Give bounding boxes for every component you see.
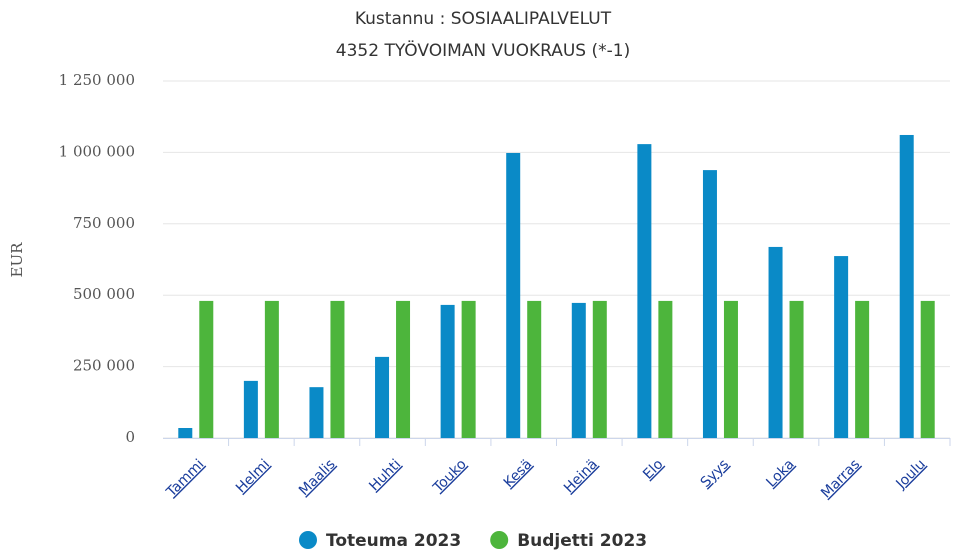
- x-tick-label[interactable]: Huhti: [366, 456, 404, 494]
- y-tick-label: 750 000: [73, 214, 135, 232]
- bar: [309, 387, 324, 438]
- bar: [243, 380, 258, 438]
- bar: [264, 300, 279, 438]
- y-tick-label: 0: [125, 428, 135, 446]
- bar: [920, 300, 935, 438]
- bar: [768, 246, 783, 438]
- bar: [396, 300, 411, 438]
- bar: [571, 302, 586, 438]
- bar: [658, 300, 673, 438]
- y-tick-label: 1 250 000: [59, 71, 135, 89]
- x-tick-label[interactable]: Heinä: [561, 456, 601, 496]
- chart-subtitle: 4352 TYÖVOIMAN VUOKRAUS (*-1): [336, 39, 630, 61]
- bar: [461, 300, 476, 438]
- bar: [527, 300, 542, 438]
- bar: [199, 300, 214, 438]
- x-tick-label[interactable]: Tammi: [163, 456, 208, 501]
- chart-title: Kustannu : SOSIAALIPALVELUT: [355, 9, 612, 29]
- bar: [723, 300, 738, 438]
- x-tick-label[interactable]: Joulu: [893, 456, 929, 492]
- bar: [789, 300, 804, 438]
- bar: [592, 300, 607, 438]
- x-tick-label[interactable]: Elo: [640, 456, 666, 482]
- y-tick-label: 250 000: [73, 357, 135, 375]
- legend-label[interactable]: Toteuma 2023: [326, 531, 461, 551]
- bar: [834, 256, 849, 438]
- bar: [855, 300, 870, 438]
- y-axis-label: EUR: [8, 242, 26, 278]
- bar: [375, 356, 390, 438]
- bar: [899, 134, 914, 438]
- x-tick-label[interactable]: Loka: [763, 456, 797, 490]
- bar: [440, 304, 455, 438]
- x-tick-label[interactable]: Marras: [818, 456, 863, 501]
- y-tick-label: 1 000 000: [59, 142, 135, 160]
- x-tick-label[interactable]: Syys: [698, 456, 732, 490]
- bar: [637, 144, 652, 438]
- x-tick-label[interactable]: Maalis: [296, 456, 339, 499]
- bar: [330, 300, 345, 438]
- x-tick-label[interactable]: Touko: [430, 456, 470, 496]
- bar: [178, 428, 193, 438]
- bar: [506, 152, 521, 439]
- x-tick-label[interactable]: Kesä: [501, 456, 536, 491]
- legend-label[interactable]: Budjetti 2023: [517, 531, 647, 551]
- bar: [702, 170, 717, 439]
- legend-marker[interactable]: [299, 531, 317, 549]
- legend-marker[interactable]: [490, 531, 509, 549]
- x-tick-label[interactable]: Helmi: [233, 456, 273, 496]
- y-tick-label: 500 000: [73, 285, 135, 303]
